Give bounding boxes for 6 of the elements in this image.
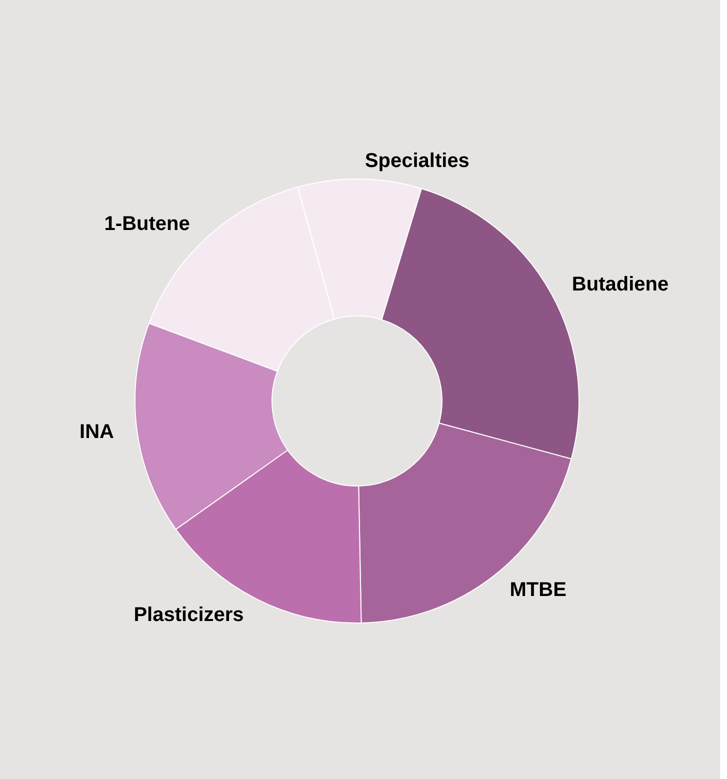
slice-label: Specialties bbox=[364, 150, 470, 172]
slice-label: 1-Butene bbox=[104, 213, 190, 236]
slice-label: Butadiene bbox=[572, 274, 669, 296]
slice-label: INA bbox=[80, 420, 114, 443]
slice-label: Plasticizers bbox=[134, 604, 244, 626]
slice-label: MTBE bbox=[510, 579, 566, 602]
